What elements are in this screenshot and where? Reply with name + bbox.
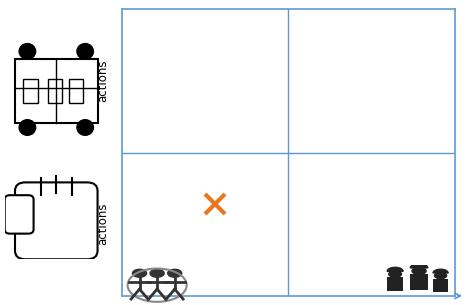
- FancyBboxPatch shape: [387, 277, 403, 291]
- Circle shape: [389, 271, 401, 277]
- Wedge shape: [387, 267, 403, 271]
- FancyBboxPatch shape: [48, 79, 62, 103]
- Circle shape: [19, 44, 36, 59]
- Circle shape: [77, 120, 93, 135]
- Circle shape: [434, 273, 446, 279]
- Circle shape: [150, 269, 164, 277]
- Circle shape: [133, 269, 146, 277]
- Circle shape: [19, 120, 36, 135]
- FancyBboxPatch shape: [15, 182, 98, 259]
- Circle shape: [77, 44, 93, 59]
- Wedge shape: [410, 264, 428, 268]
- Circle shape: [412, 267, 426, 274]
- FancyBboxPatch shape: [5, 195, 34, 234]
- FancyBboxPatch shape: [68, 79, 83, 103]
- FancyBboxPatch shape: [23, 79, 38, 103]
- FancyBboxPatch shape: [410, 274, 428, 290]
- FancyBboxPatch shape: [15, 59, 98, 123]
- Text: Informal
actions: Informal actions: [81, 200, 109, 249]
- FancyBboxPatch shape: [433, 279, 448, 292]
- Text: Formal
actions: Formal actions: [81, 59, 109, 102]
- Wedge shape: [433, 269, 448, 273]
- Circle shape: [168, 269, 182, 277]
